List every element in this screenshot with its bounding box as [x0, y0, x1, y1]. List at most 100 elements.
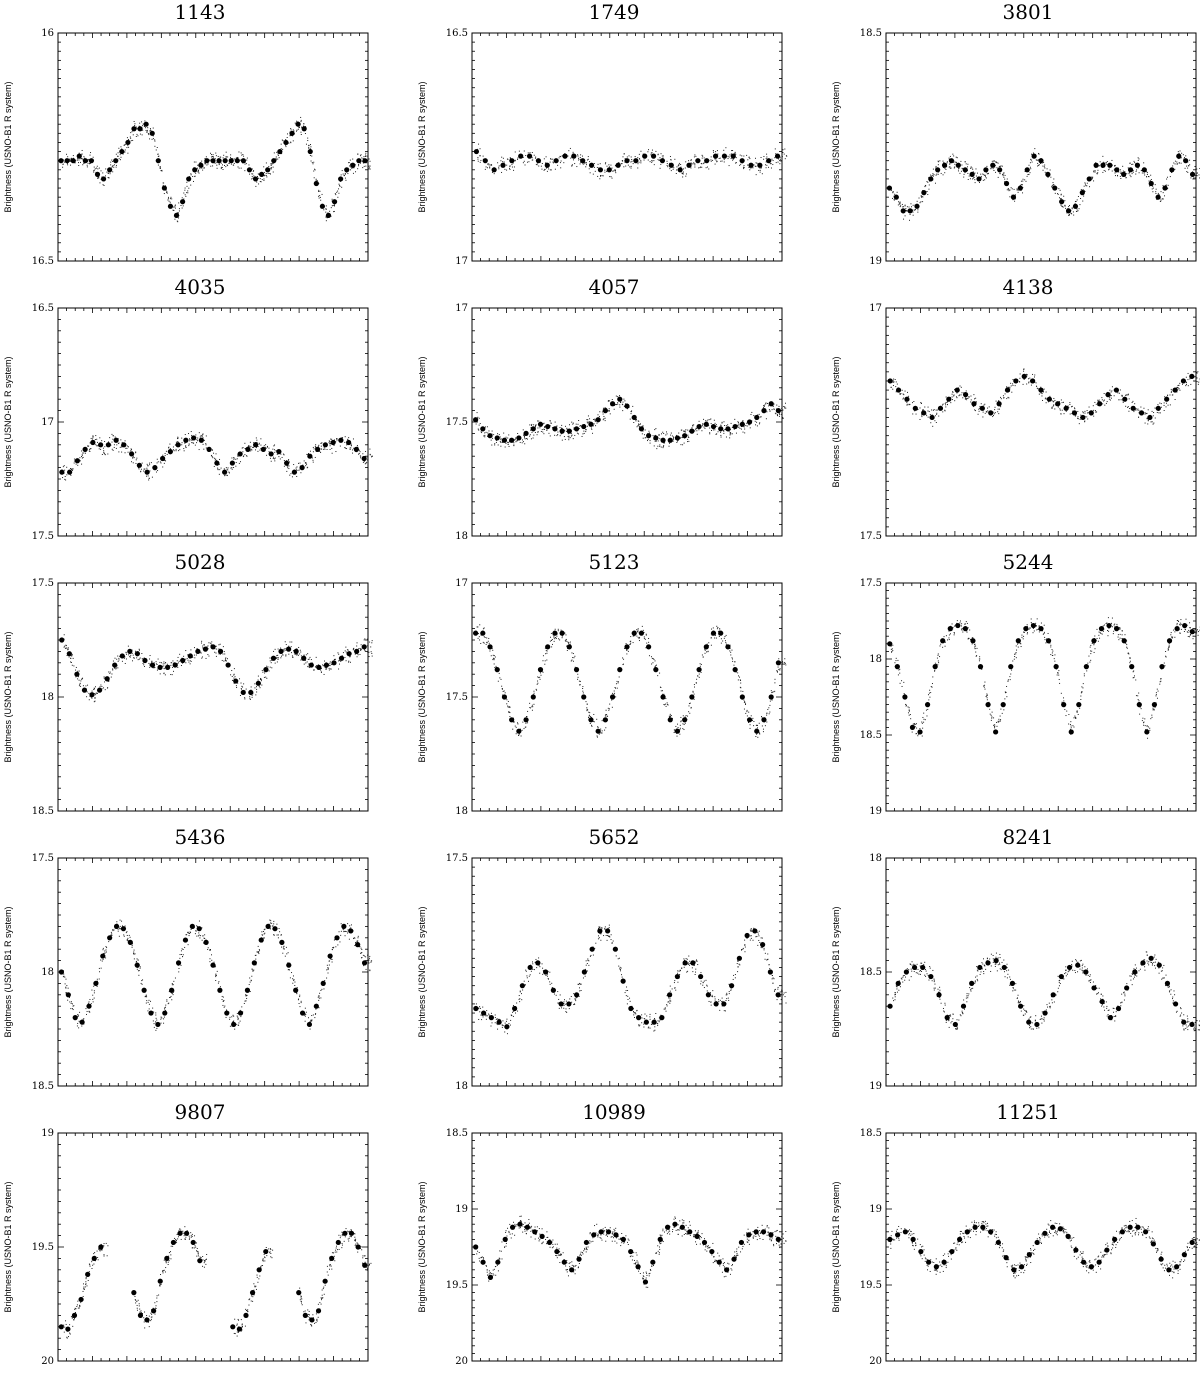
- observation-point: [920, 202, 921, 203]
- observation-point: [582, 433, 583, 434]
- observation-point: [233, 459, 234, 460]
- observation-point: [256, 689, 257, 690]
- observation-point: [583, 164, 584, 165]
- observation-point: [127, 153, 128, 154]
- observation-point: [532, 157, 533, 158]
- observation-point: [104, 185, 105, 186]
- observation-point: [66, 467, 67, 468]
- observation-point: [894, 194, 895, 195]
- binned-mean-point: [271, 158, 276, 163]
- observation-point: [645, 429, 646, 430]
- observation-point: [80, 683, 81, 684]
- observation-point: [756, 162, 757, 163]
- observation-point: [1075, 416, 1076, 417]
- observation-point: [605, 420, 606, 421]
- observation-point: [340, 186, 341, 187]
- observation-point: [750, 414, 751, 415]
- observation-point: [274, 444, 275, 445]
- observation-point: [80, 680, 81, 681]
- observation-point: [1084, 421, 1085, 422]
- observation-point: [320, 443, 321, 444]
- observation-point: [326, 209, 327, 210]
- observation-point: [72, 468, 73, 469]
- binned-mean-point: [259, 172, 264, 177]
- observation-point: [667, 165, 668, 166]
- observation-point: [946, 397, 947, 398]
- observation-point: [945, 406, 946, 407]
- observation-point: [223, 646, 224, 647]
- observation-point: [897, 192, 898, 193]
- observation-point: [997, 411, 998, 412]
- observation-point: [595, 425, 596, 426]
- observation-point: [154, 146, 155, 147]
- observation-point: [969, 176, 970, 177]
- observation-point: [215, 460, 216, 461]
- observation-point: [1087, 410, 1088, 411]
- observation-point: [1012, 385, 1013, 386]
- observation-point: [313, 162, 314, 163]
- observation-point: [961, 392, 962, 393]
- observation-point: [363, 156, 364, 157]
- observation-point: [1130, 175, 1131, 176]
- observation-point: [953, 395, 954, 396]
- observation-point: [652, 150, 653, 151]
- binned-mean-point: [235, 158, 240, 163]
- observation-point: [124, 152, 125, 153]
- observation-point: [128, 446, 129, 447]
- observation-point: [208, 656, 209, 657]
- observation-point: [552, 159, 553, 160]
- observation-point: [345, 178, 346, 179]
- binned-mean-point: [675, 435, 680, 440]
- observation-point: [152, 139, 153, 140]
- observation-point: [995, 407, 996, 408]
- observation-point: [282, 149, 283, 150]
- observation-point: [1042, 166, 1043, 167]
- observation-point: [691, 427, 692, 428]
- observation-point: [136, 136, 137, 137]
- observation-point: [1005, 175, 1006, 176]
- observation-point: [961, 165, 962, 166]
- observation-point: [345, 436, 346, 437]
- observation-point: [905, 391, 906, 392]
- binned-mean-point: [176, 442, 181, 447]
- observation-point: [782, 156, 783, 157]
- observation-point: [299, 463, 300, 464]
- observation-point: [370, 169, 371, 170]
- observation-point: [527, 439, 528, 440]
- observation-point: [242, 451, 243, 452]
- observation-point: [580, 157, 581, 158]
- observation-point: [110, 164, 111, 165]
- binned-mean-point: [474, 149, 479, 154]
- observation-point: [1155, 418, 1156, 419]
- observation-point: [273, 457, 274, 458]
- observation-point: [336, 438, 337, 439]
- binned-mean-point: [713, 154, 718, 159]
- observation-point: [1186, 171, 1187, 172]
- observation-point: [86, 696, 87, 697]
- observation-point: [1063, 402, 1064, 403]
- observation-point: [550, 423, 551, 424]
- observation-point: [720, 161, 721, 162]
- observation-point: [756, 422, 757, 423]
- observation-point: [898, 204, 899, 205]
- observation-point: [976, 401, 977, 402]
- observation-point: [1023, 384, 1024, 385]
- observation-point: [1144, 174, 1145, 175]
- observation-point: [1009, 387, 1010, 388]
- observation-point: [633, 163, 634, 164]
- binned-mean-point: [483, 158, 488, 163]
- observation-point: [1007, 189, 1008, 190]
- observation-point: [592, 433, 593, 434]
- observation-point: [151, 661, 152, 662]
- observation-point: [1093, 405, 1094, 406]
- observation-point: [509, 168, 510, 169]
- plot-frame: [472, 33, 782, 261]
- observation-point: [274, 152, 275, 153]
- observation-point: [1014, 189, 1015, 190]
- observation-point: [1109, 169, 1110, 170]
- observation-point: [114, 668, 115, 669]
- observation-point: [952, 391, 953, 392]
- observation-point: [1087, 412, 1088, 413]
- observation-point: [142, 125, 143, 126]
- observation-point: [590, 172, 591, 173]
